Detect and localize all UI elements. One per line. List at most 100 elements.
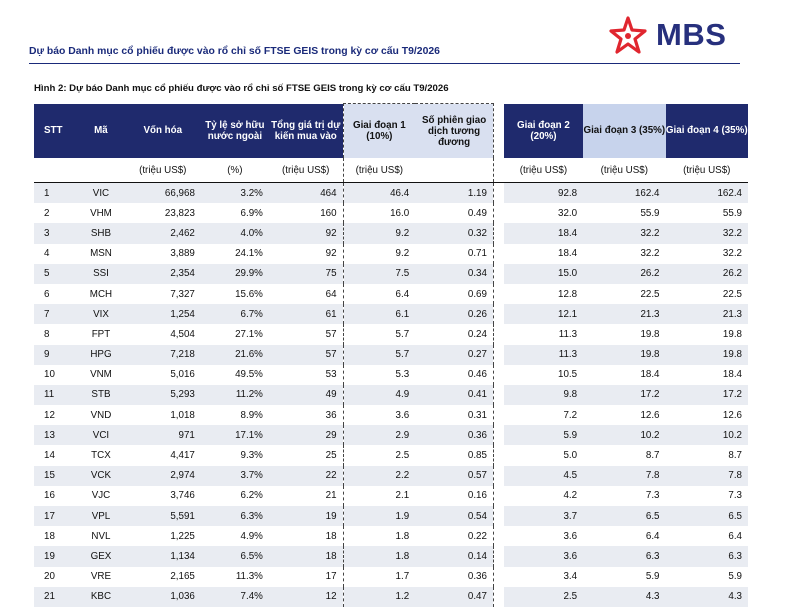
cell-von-hoa: 7,327 — [170, 288, 195, 300]
cell-tong-gia-tri: 464 — [268, 182, 344, 204]
cell-stt: 7 — [34, 304, 78, 325]
cell-giai-doan-3: 18.4 — [640, 369, 660, 381]
mbs-star-icon — [609, 16, 647, 54]
cell-spacer — [493, 203, 504, 224]
cell-ty-le: 6.7% — [200, 304, 269, 325]
cell-ma: MSN — [90, 248, 112, 260]
header-giai-doan-3: Giai đoạn 3 (35%) — [583, 103, 666, 158]
table-row: 12 VND 1,018 8.9% 36 3.6 0.31 7.2 12.6 12.6 — [34, 405, 748, 426]
cell-giai-doan-1: 46.4 — [342, 182, 416, 204]
cell-stt: 11 — [34, 384, 78, 406]
cell-giai-doan-1: 7.5 — [342, 263, 416, 284]
unit-giai-doan-1: (triệu US$) — [342, 158, 416, 183]
cell-von-hoa: 5,591 — [124, 506, 201, 527]
document-title: Dự báo Danh mục cổ phiếu được vào rổ chỉ… — [29, 46, 440, 57]
cell-von-hoa: 2,354 — [124, 263, 201, 284]
cell-giai-doan-1: 6.1 — [342, 304, 416, 325]
cell-giai-doan-4: 26.2 — [665, 263, 748, 284]
cell-giai-doan-4: 4.3 — [665, 586, 748, 607]
cell-spacer — [493, 546, 504, 567]
cell-ma: VIC — [77, 182, 125, 204]
cell-ty-le: 4.0% — [200, 223, 269, 244]
cell-ma: MCH — [89, 288, 113, 300]
cell-stt: 16 — [44, 490, 55, 502]
cell-giai-doan-4: 18.4 — [722, 369, 742, 381]
cell-giai-doan-2: 5.0 — [563, 450, 578, 462]
cell-giai-doan-2: 11.3 — [503, 344, 584, 365]
cell-spacer — [493, 526, 504, 547]
cell-giai-doan-1: 1.7 — [342, 566, 416, 587]
cell-spacer — [493, 586, 504, 607]
table-row: 19 GEX 1,134 6.5% 18 1.8 0.14 3.6 6.3 6.3 — [34, 546, 748, 567]
cell-giai-doan-3: 26.2 — [583, 263, 666, 284]
cell-von-hoa: 3,889 — [170, 248, 195, 260]
cell-von-hoa: 1,018 — [170, 409, 195, 421]
cell-von-hoa: 7,218 — [124, 344, 201, 365]
table-row: 15 VCK 2,974 3.7% 22 2.2 0.57 4.5 7.8 7.8 — [34, 465, 748, 486]
cell-tong-gia-tri: 92 — [268, 223, 344, 244]
cell-so-phien: 0.49 — [415, 203, 494, 224]
table-body: 1 VIC 66,968 3.2% 464 46.4 1.19 92.8 162.4 162.4 2… — [34, 182, 748, 607]
cell-giai-doan-3: 32.2 — [583, 223, 666, 244]
table-row: 6 MCH 7,327 15.6% 64 6.4 0.69 12.8 22.5 22.5 — [34, 283, 748, 305]
cell-stt: 6 — [44, 288, 50, 300]
cell-giai-doan-3: 55.9 — [640, 207, 660, 219]
cell-giai-doan-1: 2.9 — [342, 425, 416, 446]
cell-giai-doan-2: 2.5 — [503, 586, 584, 607]
cell-spacer — [493, 566, 504, 587]
header-giai-doan-1: Giai đoạn 1 (10%) — [342, 103, 416, 158]
cell-giai-doan-2: 92.8 — [503, 182, 584, 204]
cell-von-hoa: 2,462 — [124, 223, 201, 244]
cell-ty-le: 17.1% — [200, 425, 269, 446]
stock-forecast-table: STT Mã Vốn hóa Tỷ lệ sở hữu nước ngoài T… — [34, 103, 748, 607]
cell-giai-doan-4: 5.9 — [728, 571, 742, 583]
cell-giai-doan-4: 17.2 — [665, 384, 748, 406]
cell-von-hoa: 1,134 — [124, 546, 201, 567]
cell-tong-gia-tri: 17 — [325, 571, 337, 583]
cell-ma: FPT — [91, 328, 111, 340]
cell-giai-doan-1: 1.2 — [342, 586, 416, 607]
cell-ma: NVL — [91, 530, 111, 542]
cell-stt: 13 — [34, 425, 78, 446]
mbs-logo: MBS — [606, 14, 746, 58]
cell-so-phien: 0.36 — [415, 566, 494, 587]
cell-giai-doan-1: 2.1 — [342, 485, 416, 506]
cell-stt: 21 — [34, 586, 78, 607]
unit-ty-le: (%) — [200, 158, 269, 183]
cell-tong-gia-tri: 53 — [325, 369, 337, 381]
cell-giai-doan-4: 55.9 — [722, 207, 742, 219]
cell-ty-le: 8.9% — [240, 409, 263, 421]
table-row: 20 VRE 2,165 11.3% 17 1.7 0.36 3.4 5.9 5.9 — [34, 566, 748, 587]
cell-giai-doan-3: 6.5 — [583, 506, 666, 527]
cell-stt: 20 — [44, 571, 55, 583]
cell-ma: SHB — [77, 223, 125, 244]
cell-von-hoa: 5,016 — [170, 369, 195, 381]
cell-giai-doan-1: 1.8 — [342, 546, 416, 567]
cell-spacer — [493, 506, 504, 527]
cell-ty-le: 6.2% — [240, 490, 263, 502]
cell-giai-doan-4: 7.3 — [728, 490, 742, 502]
cell-so-phien: 0.47 — [415, 586, 494, 607]
cell-giai-doan-3: 6.4 — [645, 530, 660, 542]
cell-spacer — [493, 182, 504, 204]
cell-giai-doan-1: 1.9 — [342, 506, 416, 527]
cell-ty-le: 24.1% — [235, 248, 263, 260]
table-row: 9 HPG 7,218 21.6% 57 5.7 0.27 11.3 19.8 19.8 — [34, 344, 748, 365]
cell-stt: 14 — [44, 450, 55, 462]
header-so-phien: Số phiên giao dịch tương đương — [415, 103, 494, 158]
cell-giai-doan-3: 10.2 — [583, 425, 666, 446]
cell-ma: VNM — [90, 369, 112, 381]
cell-giai-doan-4: 8.7 — [728, 450, 742, 462]
cell-giai-doan-2: 12.1 — [503, 304, 584, 325]
cell-stt: 9 — [34, 344, 78, 365]
cell-so-phien: 0.14 — [415, 546, 494, 567]
cell-so-phien: 0.36 — [415, 425, 494, 446]
cell-giai-doan-1: 16.0 — [342, 203, 416, 224]
cell-giai-doan-4: 19.8 — [665, 344, 748, 365]
cell-giai-doan-4: 19.8 — [722, 328, 742, 340]
cell-ty-le: 3.7% — [200, 465, 269, 486]
cell-von-hoa: 23,823 — [164, 207, 195, 219]
unit-ma — [77, 158, 125, 183]
cell-giai-doan-2: 4.5 — [503, 465, 584, 486]
table-row: 8 FPT 4,504 27.1% 57 5.7 0.24 11.3 19.8 19.8 — [34, 324, 748, 345]
